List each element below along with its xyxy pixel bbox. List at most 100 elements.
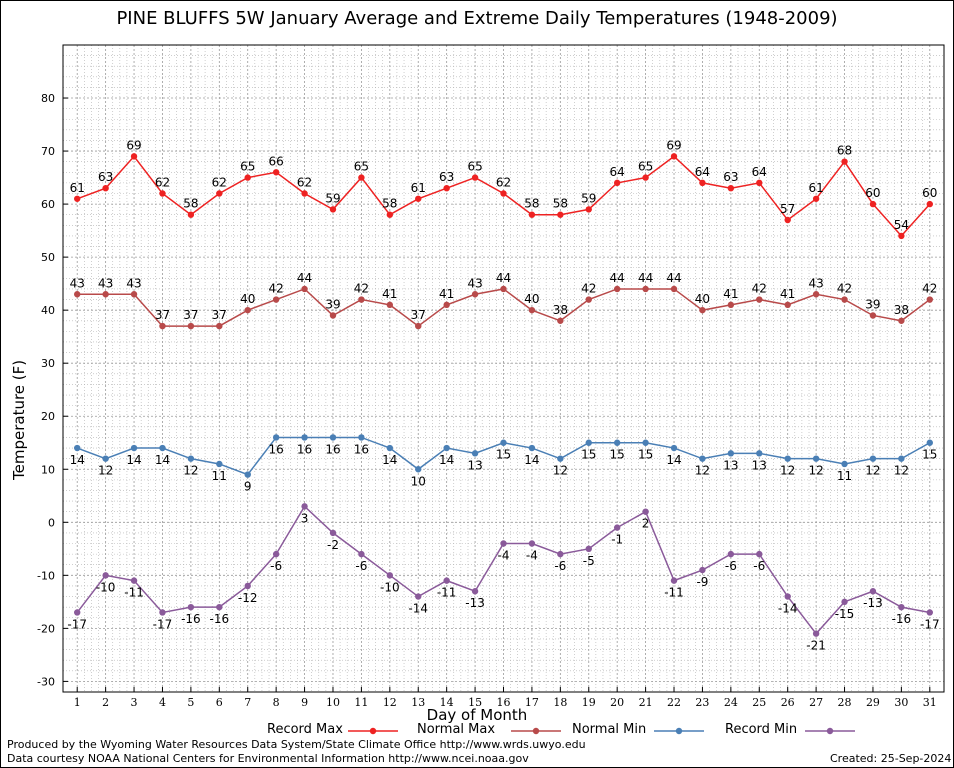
data-label-0: 60: [922, 186, 937, 200]
data-label-0: 57: [780, 202, 795, 216]
data-point-0: [528, 211, 536, 218]
data-point-3: [386, 572, 394, 579]
data-label-3: -17: [153, 617, 173, 631]
data-label-3: -13: [863, 596, 883, 610]
data-label-3: -11: [664, 586, 684, 600]
x-tick-label: 10: [326, 696, 340, 709]
x-tick-label: 18: [553, 696, 567, 709]
data-point-2: [528, 444, 536, 452]
data-point-1: [784, 301, 791, 309]
y-tick-label: -20: [37, 622, 55, 635]
data-label-1: 43: [467, 276, 482, 290]
data-point-1: [415, 322, 422, 330]
data-point-3: [329, 529, 337, 537]
x-tick-label: 19: [582, 696, 596, 709]
data-point-1: [670, 285, 678, 293]
y-tick-label: 0: [48, 516, 55, 529]
data-point-2: [244, 471, 251, 478]
x-tick-label: 21: [639, 696, 653, 709]
x-tick-label: 25: [752, 696, 766, 709]
data-point-0: [841, 158, 848, 165]
data-point-1: [471, 291, 479, 298]
data-label-2: 15: [610, 448, 625, 462]
legend-marker-3: [826, 727, 834, 735]
data-label-3: -14: [408, 602, 428, 616]
data-point-2: [386, 444, 394, 452]
data-label-2: 14: [126, 453, 141, 467]
data-point-2: [301, 434, 308, 441]
data-point-1: [557, 317, 564, 324]
data-label-3: -6: [753, 559, 765, 573]
y-tick-label: -10: [37, 569, 55, 582]
data-point-2: [756, 450, 763, 457]
data-point-2: [74, 444, 81, 452]
x-tick-label: 12: [383, 696, 397, 709]
data-point-0: [301, 190, 308, 197]
data-point-0: [272, 169, 280, 176]
x-tick-label: 17: [525, 696, 539, 709]
data-point-3: [415, 593, 422, 600]
data-point-0: [557, 211, 564, 218]
data-label-1: 41: [439, 287, 454, 301]
data-point-2: [471, 450, 479, 457]
data-label-1: 43: [70, 276, 85, 290]
x-tick-label: 9: [301, 696, 308, 709]
data-point-3: [841, 598, 848, 606]
x-tick-label: 13: [411, 696, 425, 709]
data-label-1: 42: [354, 282, 369, 296]
data-point-2: [415, 466, 422, 473]
data-point-1: [74, 291, 81, 298]
x-tick-label: 20: [610, 696, 624, 709]
data-label-3: -1: [611, 533, 623, 547]
data-point-2: [926, 439, 933, 446]
data-label-0: 61: [411, 181, 426, 195]
x-tick-label: 15: [468, 696, 482, 709]
x-tick-label: 22: [667, 696, 681, 709]
data-label-2: 16: [297, 442, 312, 456]
data-point-2: [187, 455, 195, 462]
data-label-3: -6: [355, 559, 367, 573]
data-point-1: [159, 322, 166, 330]
y-tick-label: 70: [41, 145, 55, 158]
data-point-1: [613, 285, 621, 293]
data-point-0: [74, 195, 81, 202]
x-tick-label: 16: [497, 696, 511, 709]
x-tick-label: 27: [809, 696, 823, 709]
data-label-1: 42: [837, 282, 852, 296]
x-tick-label: 30: [894, 696, 908, 709]
x-tick-label: 2: [102, 696, 109, 709]
data-label-1: 44: [496, 271, 511, 285]
data-label-1: 37: [183, 308, 198, 322]
data-point-3: [699, 566, 706, 574]
data-label-2: 10: [411, 474, 426, 488]
data-label-3: -17: [67, 617, 87, 631]
data-label-2: 12: [183, 464, 198, 478]
data-label-0: 65: [240, 160, 255, 174]
data-label-3: -6: [725, 559, 737, 573]
data-point-1: [699, 306, 706, 314]
y-tick-label: 40: [41, 304, 55, 317]
data-label-2: 14: [439, 453, 454, 467]
data-point-0: [443, 184, 450, 192]
legend-label-record-min: Record Min: [725, 722, 798, 737]
data-point-2: [869, 455, 877, 462]
data-point-3: [244, 582, 251, 590]
y-tick-label: 50: [41, 251, 55, 264]
data-label-1: 41: [723, 287, 738, 301]
data-point-0: [812, 195, 820, 202]
data-label-3: -2: [327, 538, 339, 552]
data-point-2: [557, 455, 564, 462]
data-label-1: 39: [865, 297, 880, 311]
data-label-2: 14: [666, 453, 681, 467]
data-label-2: 15: [638, 448, 653, 462]
data-label-0: 62: [496, 175, 511, 189]
y-tick-label: 10: [41, 463, 55, 476]
data-label-0: 63: [723, 170, 738, 184]
x-tick-label: 11: [354, 696, 368, 709]
data-point-3: [756, 550, 763, 558]
data-point-3: [358, 550, 365, 558]
data-label-3: -14: [778, 602, 798, 616]
data-point-1: [841, 296, 848, 303]
data-label-0: 58: [183, 197, 198, 211]
x-tick-label: 6: [216, 696, 223, 709]
